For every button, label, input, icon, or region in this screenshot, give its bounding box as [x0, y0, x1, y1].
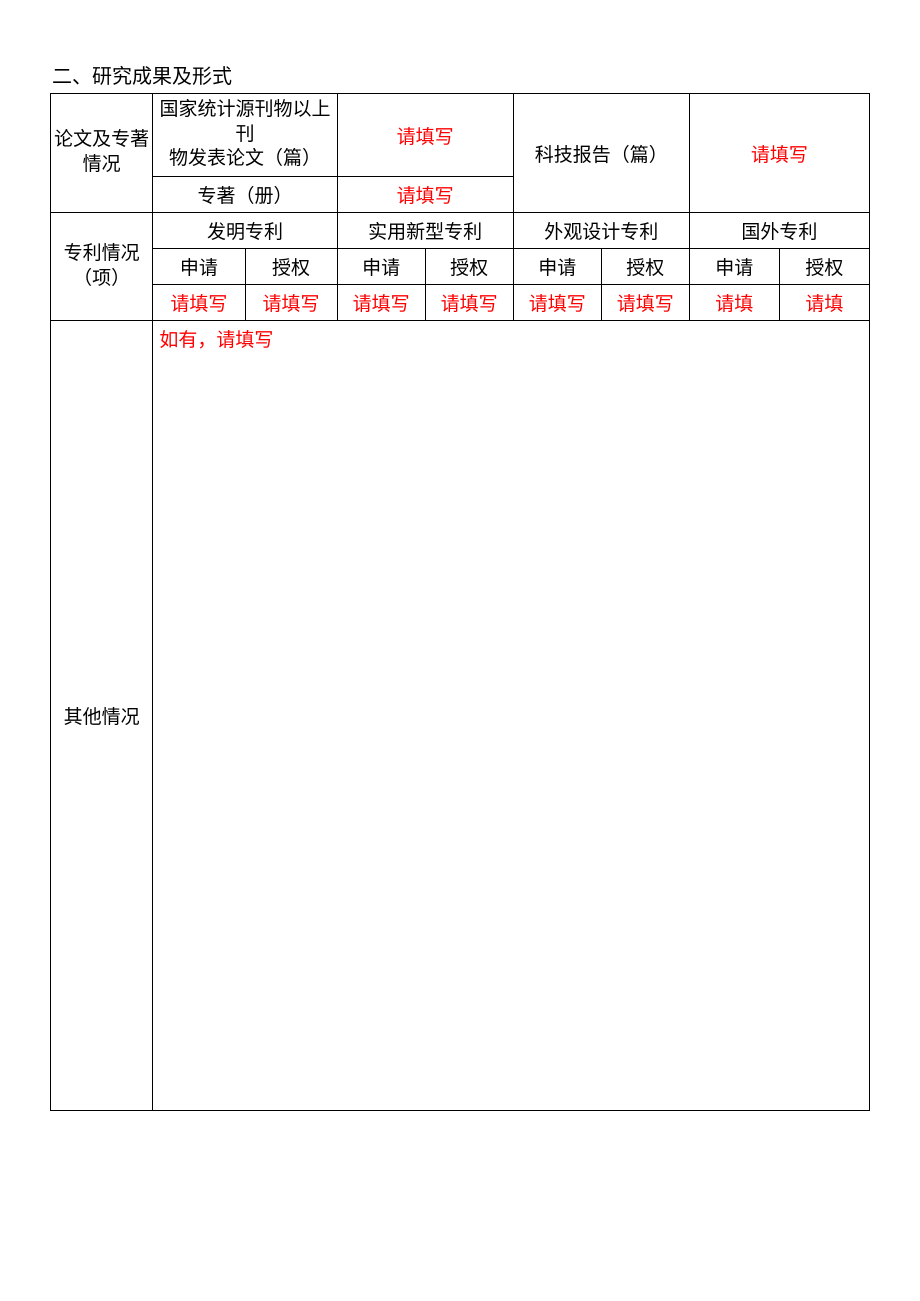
text-national-journal: 国家统计源刊物以上刊物发表论文（篇） [159, 99, 330, 169]
section-title: 二、研究成果及形式 [50, 60, 870, 89]
label-design-patent: 外观设计专利 [513, 213, 689, 249]
label-invention-grant: 授权 [245, 249, 337, 285]
label-national-journal: 国家统计源刊物以上刊物发表论文（篇） [153, 94, 337, 177]
label-utility-apply: 申请 [337, 249, 425, 285]
label-utility-grant: 授权 [425, 249, 513, 285]
label-design-apply: 申请 [513, 249, 601, 285]
input-utility-apply[interactable]: 请填写 [337, 285, 425, 321]
label-monograph: 专著（册） [153, 177, 337, 213]
input-foreign-grant[interactable]: 请填 [779, 285, 869, 321]
input-tech-report[interactable]: 请填写 [689, 94, 869, 213]
label-utility-patent: 实用新型专利 [337, 213, 513, 249]
label-other-situation: 其他情况 [51, 321, 153, 1111]
input-foreign-apply[interactable]: 请填 [689, 285, 779, 321]
label-papers-books: 论文及专著情况 [51, 94, 153, 213]
form-table: 论文及专著情况 国家统计源刊物以上刊物发表论文（篇） 请填写 科技报告（篇） 请… [50, 93, 870, 1111]
input-design-grant[interactable]: 请填写 [601, 285, 689, 321]
input-other-situation[interactable]: 如有，请填写 [153, 321, 870, 1111]
label-foreign-apply: 申请 [689, 249, 779, 285]
text-patent-situation: 专利情况（项） [64, 243, 140, 289]
label-patent-situation: 专利情况（项） [51, 213, 153, 321]
input-invention-grant[interactable]: 请填写 [245, 285, 337, 321]
label-design-grant: 授权 [601, 249, 689, 285]
input-design-apply[interactable]: 请填写 [513, 285, 601, 321]
label-foreign-grant: 授权 [779, 249, 869, 285]
label-foreign-patent: 国外专利 [689, 213, 869, 249]
label-tech-report: 科技报告（篇） [513, 94, 689, 213]
input-national-journal[interactable]: 请填写 [337, 94, 513, 177]
label-invention-patent: 发明专利 [153, 213, 337, 249]
label-invention-apply: 申请 [153, 249, 245, 285]
input-utility-grant[interactable]: 请填写 [425, 285, 513, 321]
input-monograph[interactable]: 请填写 [337, 177, 513, 213]
text-papers-books: 论文及专著情况 [54, 129, 149, 175]
input-invention-apply[interactable]: 请填写 [153, 285, 245, 321]
